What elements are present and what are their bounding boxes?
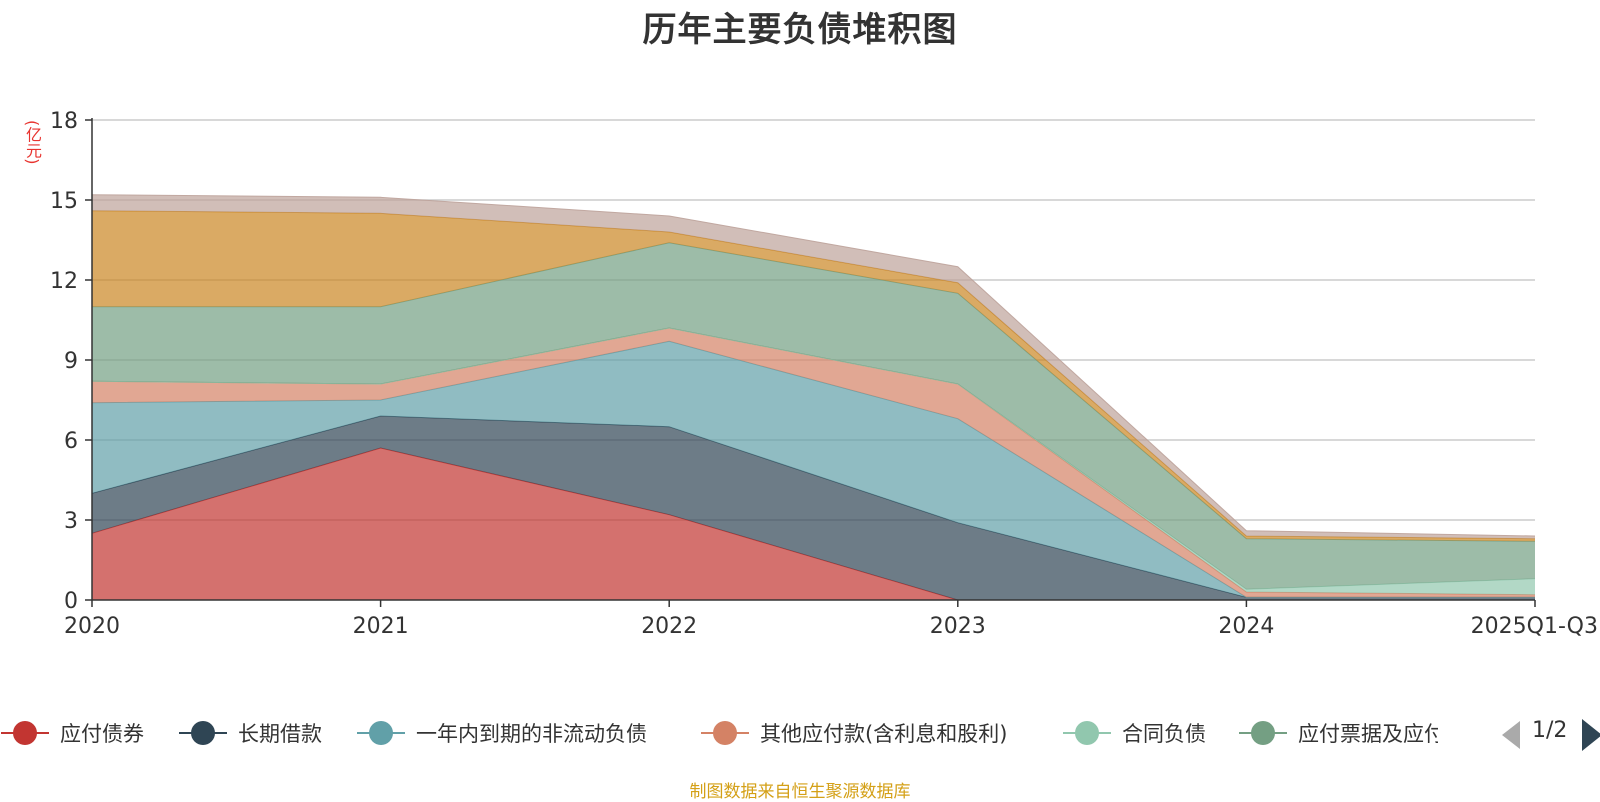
legend-item[interactable]: 应付债券 (0, 713, 144, 753)
area-series-1 (92, 416, 1535, 600)
x-tick-label: 2022 (641, 614, 697, 639)
y-tick-label: 12 (50, 269, 78, 294)
x-tick-label: 2021 (353, 614, 409, 639)
y-tick-label: 6 (64, 429, 78, 454)
legend-marker-icon (700, 713, 750, 753)
y-tick-label: 0 (64, 589, 78, 614)
x-tick-label: 2023 (930, 614, 986, 639)
y-tick-label: 15 (50, 189, 78, 214)
legend-marker-icon (356, 713, 406, 753)
legend-marker-icon (178, 713, 228, 753)
y-tick-label: 9 (64, 349, 78, 374)
legend-label: 应付债券 (60, 722, 144, 746)
area-series-line-7 (91, 194, 1536, 537)
x-tick-label: 2020 (64, 614, 120, 639)
legend-label: 其他应付款(含利息和股利) (760, 722, 1008, 746)
data-source-note: 制图数据来自恒生聚源数据库 (689, 782, 911, 802)
chart-legend: 应付债券 长期借款 一年内到期的非流动负债 其他应付款(含利息和股利) 合同负债 应付票据… (0, 713, 1600, 753)
y-tick-label: 18 (50, 109, 78, 134)
legend-item[interactable]: 一年内到期的非流动负债 (356, 713, 647, 753)
legend-item[interactable]: 长期借款 (178, 713, 322, 753)
legend-prev-page-icon[interactable] (1502, 721, 1520, 749)
legend-item[interactable]: 合同负债 (1062, 713, 1206, 753)
chart-title: 历年主要负债堆积图 (642, 10, 958, 50)
legend-label: 合同负债 (1122, 722, 1206, 746)
y-axis-unit-label: (亿元) (23, 120, 42, 165)
area-series-5 (92, 242, 1535, 590)
area-series-2 (92, 341, 1535, 598)
x-tick-label: 2024 (1218, 614, 1274, 639)
legend-item[interactable]: 其他应付款(含利息和股利) (700, 713, 1007, 753)
legend-next-page-icon[interactable] (1582, 719, 1600, 751)
legend-item[interactable]: 应付票据及应付账款 (1238, 713, 1438, 753)
legend-label: 一年内到期的非流动负债 (416, 722, 647, 746)
legend-marker-icon (1062, 713, 1112, 753)
area-series-6 (92, 210, 1535, 542)
legend-page-indicator: 1/2 (1532, 718, 1568, 743)
legend-label: 长期借款 (238, 722, 322, 746)
legend-pager: 1/2 (1500, 713, 1600, 753)
y-tick-label: 3 (64, 509, 78, 534)
area-series-0 (92, 448, 1535, 600)
legend-marker-icon (0, 713, 50, 753)
x-tick-label: 2025Q1-Q3 (1471, 614, 1598, 639)
legend-marker-icon (1238, 713, 1288, 753)
legend-label: 应付票据及应付账款 (1298, 722, 1438, 746)
